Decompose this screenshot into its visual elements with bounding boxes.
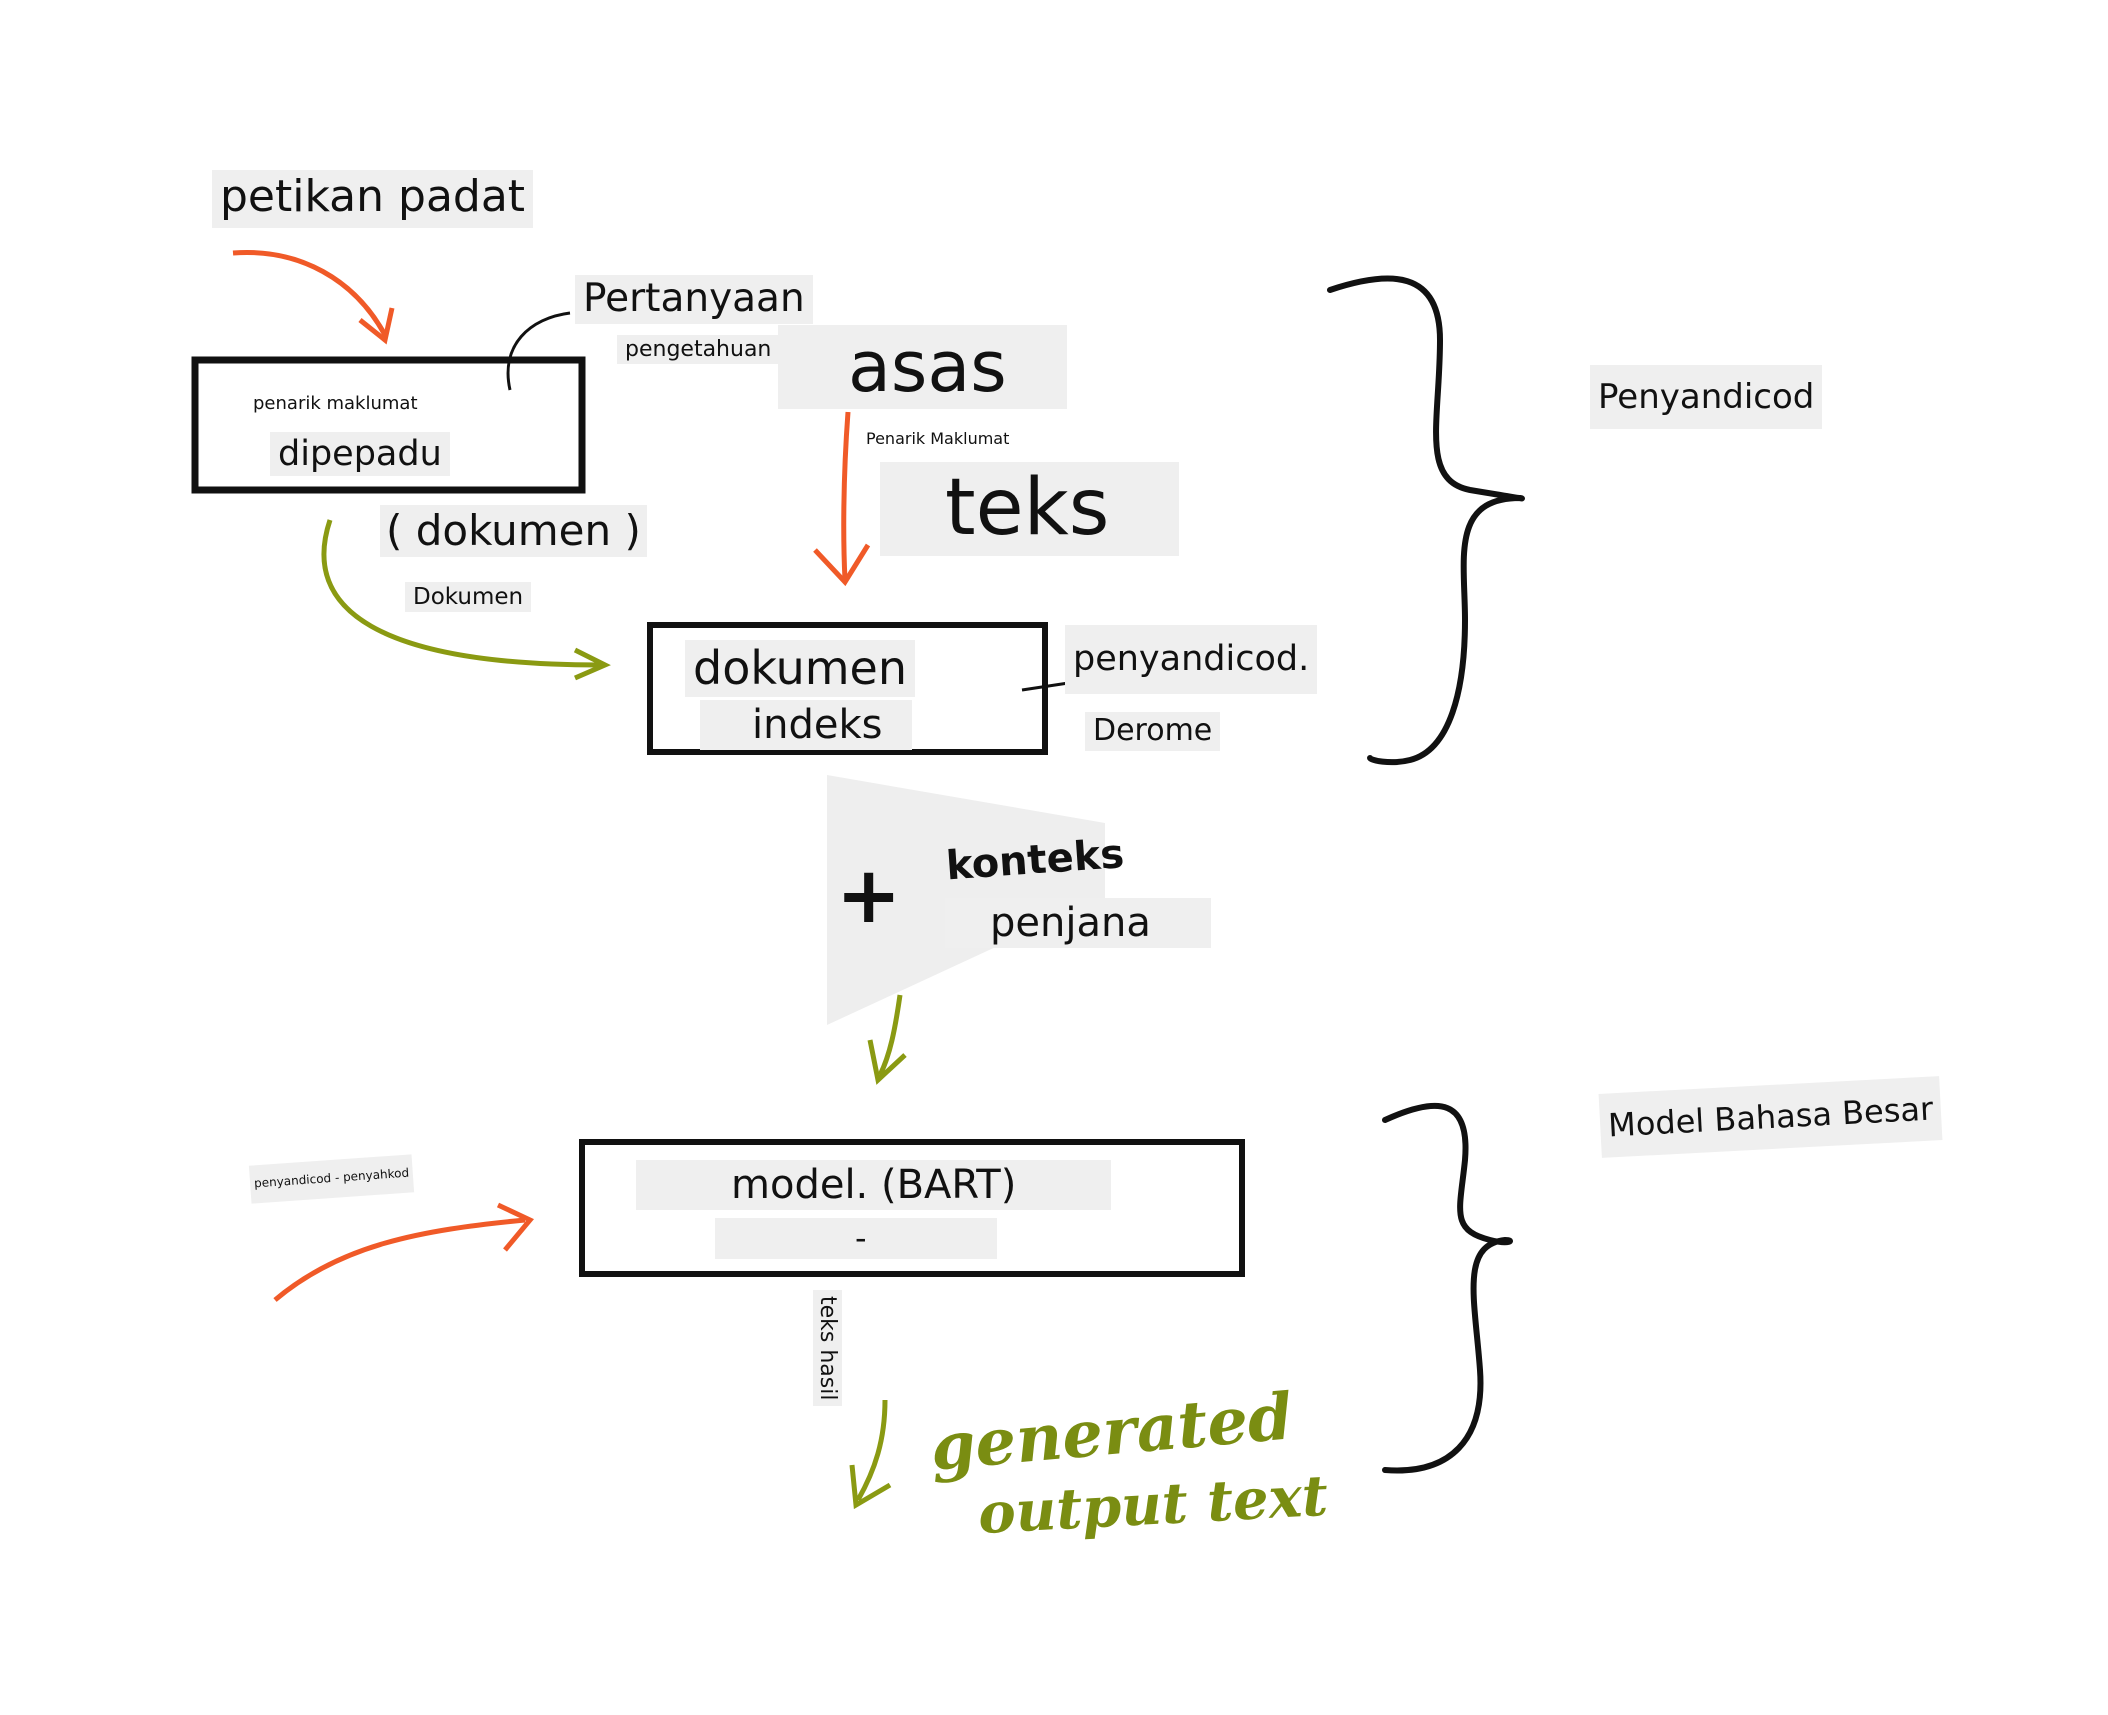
label-penyandicod-side: penyandicod. bbox=[1065, 625, 1318, 694]
label-teks: teks bbox=[880, 462, 1180, 556]
llm-brace bbox=[1382, 1102, 1513, 1474]
label-penarik-maklumat: penarik maklumat bbox=[253, 393, 418, 414]
arrow-kb-to-index bbox=[841, 411, 851, 581]
label-dokumen: dokumen bbox=[685, 640, 915, 697]
label-derome: Derome bbox=[1085, 712, 1221, 751]
label-teks-hasil: teks hasil bbox=[812, 1290, 842, 1407]
label-plus: + bbox=[836, 851, 902, 941]
arrow-generator-to-model bbox=[877, 994, 903, 1077]
question-connector bbox=[506, 311, 571, 391]
label-indeks: indeks bbox=[700, 700, 913, 750]
label-penjana: penjana bbox=[945, 898, 1211, 948]
label-pertanyaan: Pertanyaan bbox=[575, 275, 813, 324]
document-index-box bbox=[647, 622, 1048, 755]
label-penarik-maklumat-small: Penarik Maklumat bbox=[866, 429, 1010, 448]
model-box bbox=[579, 1139, 1245, 1277]
label-model-bart: model. (BART) bbox=[636, 1160, 1112, 1210]
label-dipepadu: dipepadu bbox=[270, 432, 450, 477]
arrow-documents-to-index bbox=[321, 519, 601, 668]
label-asas: asas bbox=[778, 325, 1067, 409]
encoder-brace bbox=[1327, 275, 1525, 766]
label-petikan-padat: petikan padat bbox=[212, 170, 534, 228]
arrow-model-to-output bbox=[855, 1399, 888, 1502]
label-dash: - bbox=[715, 1218, 997, 1259]
arrow-encoder-decoder-to-model bbox=[273, 1217, 526, 1302]
label-dokumen-small: Dokumen bbox=[405, 582, 532, 613]
label-pengetahuan: pengetahuan bbox=[617, 335, 780, 365]
label-dokumen-paren: ( dokumen ) bbox=[380, 505, 647, 558]
arrow-passages-to-retriever bbox=[232, 249, 388, 337]
retriever-box bbox=[191, 356, 586, 494]
label-penyandicod-right: Penyandicod bbox=[1590, 365, 1823, 429]
